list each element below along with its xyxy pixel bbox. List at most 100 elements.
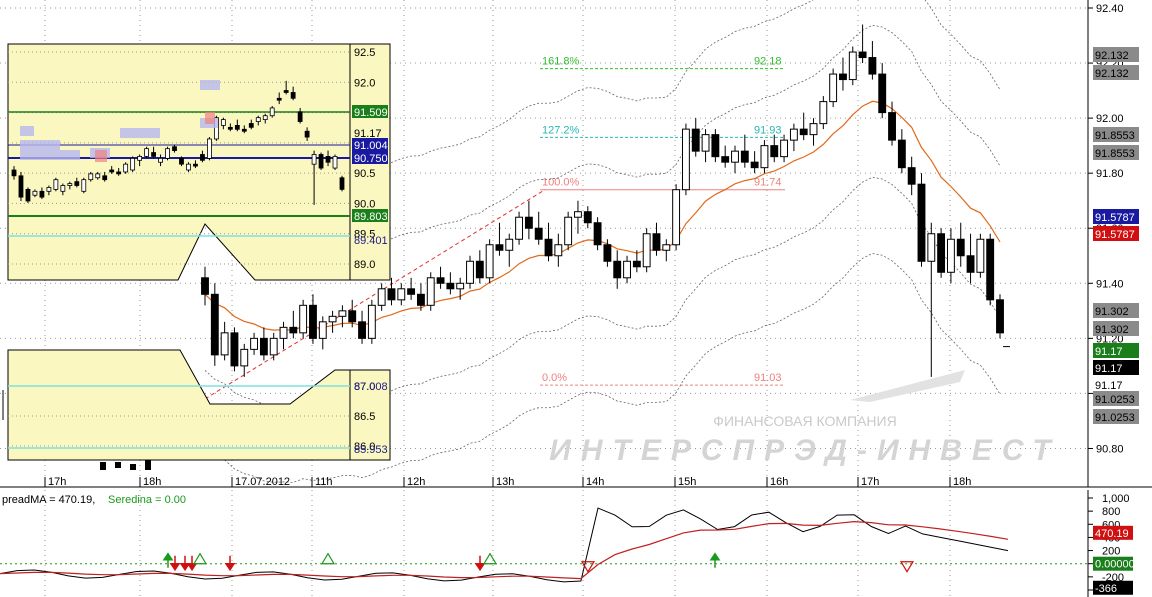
inset-top-body: [255, 117, 261, 122]
price-badge-text: 91.0253: [1095, 412, 1135, 424]
price-label: 92.40: [1096, 3, 1124, 15]
candle-body: [858, 51, 867, 59]
candle-body: [299, 304, 308, 334]
inset-top-body: [248, 123, 254, 128]
candle-body: [652, 233, 661, 251]
time-label: 13h: [496, 476, 514, 488]
candle-body: [799, 128, 808, 136]
inset-top-body: [67, 183, 73, 186]
candle-body: [309, 304, 317, 339]
inset-bottom-price: 86.0: [354, 441, 375, 453]
candle-body: [426, 277, 435, 306]
market-profile-block: [120, 128, 160, 138]
inset-top-body: [11, 169, 17, 177]
candle-body: [397, 288, 406, 301]
spreadma-line: [0, 520, 1009, 580]
candle-body: [819, 101, 828, 125]
inset-top-badge: 91.17: [354, 128, 382, 140]
candle-body: [407, 288, 416, 295]
market-profile-poc: [205, 112, 215, 124]
price-badge-text: 92.132: [1095, 68, 1129, 80]
inset-top-body: [46, 187, 52, 192]
inset-top-body: [262, 115, 268, 120]
inset-top-badge: 90.750: [354, 153, 388, 165]
inset-bottom-candle: [115, 462, 121, 468]
fib-value: 92.18: [754, 56, 782, 68]
indicator-badge-bg: [1093, 580, 1133, 595]
candle-body: [917, 183, 926, 262]
band-line: [204, 253, 1001, 483]
candle-body: [574, 211, 582, 218]
candle-body: [377, 288, 386, 306]
indicator-badge: 0.00000: [1095, 559, 1135, 571]
up-triangle-icon: [320, 552, 336, 565]
price-badge-bg: [1093, 360, 1139, 375]
inset-top-body: [39, 190, 45, 198]
inset-bottom-candle: [100, 462, 106, 470]
inset-top-frame: [7, 43, 391, 281]
price-badge-text: 91.5787: [1095, 229, 1135, 241]
market-profile-poc: [95, 150, 107, 162]
inset-top-price: 90.5: [354, 168, 375, 180]
indicator-legend-seredina: Seredina = 0.00: [108, 494, 186, 506]
inset-bottom-candle: [145, 460, 151, 470]
inset-top-body: [53, 179, 59, 190]
inset-top-body: [193, 163, 198, 167]
inset-top-price: 90.0: [354, 198, 375, 210]
fibonacci-levels: 161.8% 92.18 127.2% 91.93 100.0% 91.74 0.0% 91.…: [204, 56, 785, 400]
indicator-scale-label: 800: [1102, 506, 1120, 518]
candle-body: [946, 238, 955, 273]
inset-top-body: [144, 148, 149, 157]
time-axis-labels: 17h 18h 17.07.2012 11h 12h 13h 14h 15h 16h 17h 18h: [44, 476, 971, 488]
market-profile-block: [20, 140, 60, 150]
candle-body: [436, 277, 445, 284]
price-badge-bg: [1093, 226, 1139, 241]
inset-top-body: [318, 154, 324, 169]
inset-top-body: [151, 152, 156, 157]
price-badge-bg: [1093, 321, 1139, 336]
time-label: 17h: [48, 476, 66, 488]
price-label: 91.80: [1096, 168, 1124, 180]
price-badge-text: 91.8553: [1095, 148, 1135, 160]
candle-body: [740, 150, 749, 163]
candle-body: [201, 277, 209, 295]
candle-body: [662, 244, 671, 251]
inset-top-badge: 89.401: [354, 235, 388, 247]
inset-top-body: [109, 169, 115, 173]
fib-value: 91.74: [754, 177, 782, 189]
candle-body: [387, 288, 396, 301]
price-badge-text: 91.17: [1095, 380, 1123, 392]
inset-top-body: [116, 171, 122, 175]
inset-bottom-candle: [130, 464, 136, 470]
candle-body: [259, 337, 268, 356]
inset-top-body: [165, 148, 170, 159]
candle-body: [623, 260, 631, 279]
inset-top-body: [207, 138, 212, 159]
time-label: 16h: [770, 476, 788, 488]
price-badge-text: 91.302: [1095, 324, 1129, 336]
sell-arrow-icon: [224, 555, 236, 572]
candle-body: [711, 134, 720, 158]
candle-body: [868, 57, 877, 75]
candles: [201, 24, 1010, 377]
inset-top-body: [18, 175, 24, 198]
price-badge-bg: [1093, 209, 1139, 224]
price-badge-text: 91.302: [1095, 306, 1129, 318]
inset-top-badge-bg: [352, 151, 388, 164]
price-label: 90.80: [1096, 443, 1124, 455]
inset-top-body: [172, 146, 177, 152]
inset-top-body: [325, 156, 331, 163]
candle-body: [328, 315, 337, 323]
price-badge-text: 91.0253: [1095, 394, 1135, 406]
watermark-line1: ФИНАНСОВАЯ КОМПАНИЯ: [713, 413, 896, 429]
inset-top-body: [137, 156, 143, 161]
candle-body: [466, 260, 474, 284]
candle-body: [250, 337, 259, 350]
candle-body: [446, 282, 455, 290]
candle-body: [318, 321, 327, 339]
candle-body: [632, 260, 641, 268]
inset-top-badge-bg: [352, 209, 388, 222]
candle-body: [603, 244, 612, 262]
time-label: 15h: [678, 476, 696, 488]
candle-body: [358, 321, 366, 339]
